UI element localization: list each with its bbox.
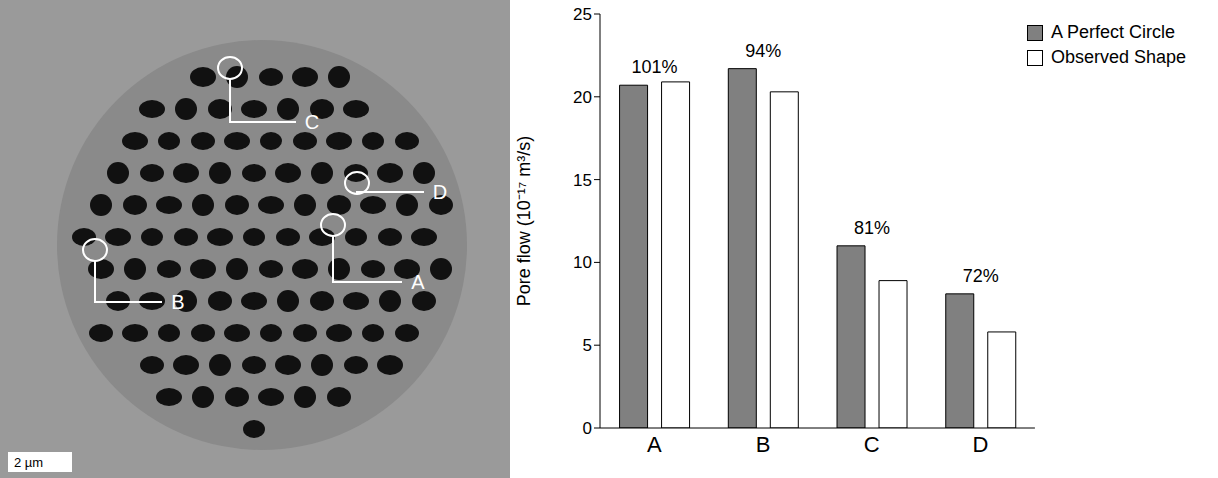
svg-text:B: B (756, 432, 771, 457)
svg-text:A: A (647, 432, 662, 457)
svg-text:Pore flow (10⁻¹⁷ m³/s): Pore flow (10⁻¹⁷ m³/s) (514, 136, 534, 307)
svg-text:C: C (864, 432, 880, 457)
svg-text:0: 0 (583, 419, 592, 438)
svg-text:D: D (973, 432, 989, 457)
svg-text:C: C (305, 111, 319, 133)
svg-text:94%: 94% (745, 41, 781, 61)
svg-text:5: 5 (583, 336, 592, 355)
svg-text:A: A (411, 271, 425, 293)
svg-text:101%: 101% (632, 57, 678, 77)
svg-text:2 µm: 2 µm (14, 455, 43, 470)
svg-text:20: 20 (573, 88, 592, 107)
svg-text:72%: 72% (963, 266, 999, 286)
svg-text:25: 25 (573, 5, 592, 24)
html-text:Observed Shape: Observed Shape (1050, 47, 1186, 67)
svg-text:D: D (433, 181, 447, 203)
svg-text:15: 15 (573, 171, 592, 190)
html-text:A Perfect Circle: A Perfect Circle (1050, 22, 1175, 42)
svg-text:B: B (171, 291, 184, 313)
svg-text:10: 10 (573, 253, 592, 272)
svg-text:81%: 81% (854, 218, 890, 238)
